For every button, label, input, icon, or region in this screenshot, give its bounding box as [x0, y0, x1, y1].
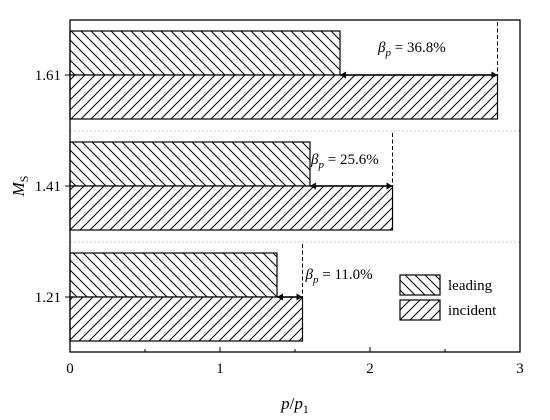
y-axis-title: MS	[9, 176, 31, 198]
x-tick-label-3: 3	[516, 361, 524, 377]
legend-label-leading: leading	[448, 278, 493, 294]
x-axis-title: p/p1	[280, 394, 309, 416]
bar-incident-1.21	[69, 296, 304, 342]
arrowhead-right-1.41	[386, 182, 393, 190]
bar-incident-1.41	[69, 185, 394, 231]
y-tick-label-1.21: 1.21	[35, 290, 61, 306]
annotation-1.41: βp = 25.6%	[310, 152, 379, 171]
bar-leading-1.41	[69, 141, 311, 187]
legend-label-incident: incident	[448, 303, 497, 319]
y-tick-label-1.61: 1.61	[35, 68, 61, 84]
y-tick-label-1.41: 1.41	[35, 179, 61, 195]
arrowhead-right-1.61	[491, 71, 498, 79]
annotation-1.21: βp = 11.0%	[305, 267, 373, 286]
x-tick-label-1: 1	[216, 361, 224, 377]
arrowhead-left-1.61	[340, 71, 346, 79]
bar-leading-1.21	[69, 252, 278, 298]
arrowhead-left-1.41	[310, 182, 316, 190]
x-tick-label-0: 0	[66, 361, 74, 377]
legend: leading incident	[399, 274, 497, 321]
annotation-1.61: βp = 36.8%	[377, 40, 446, 59]
bar-incident-1.61	[69, 74, 499, 120]
legend-swatch-incident	[399, 299, 441, 321]
legend-swatch-leading	[399, 274, 441, 296]
bar-leading-1.61	[69, 30, 341, 76]
arrowhead-right-1.21	[296, 293, 303, 301]
arrowhead-left-1.21	[277, 293, 283, 301]
x-tick-label-2: 2	[366, 361, 374, 377]
